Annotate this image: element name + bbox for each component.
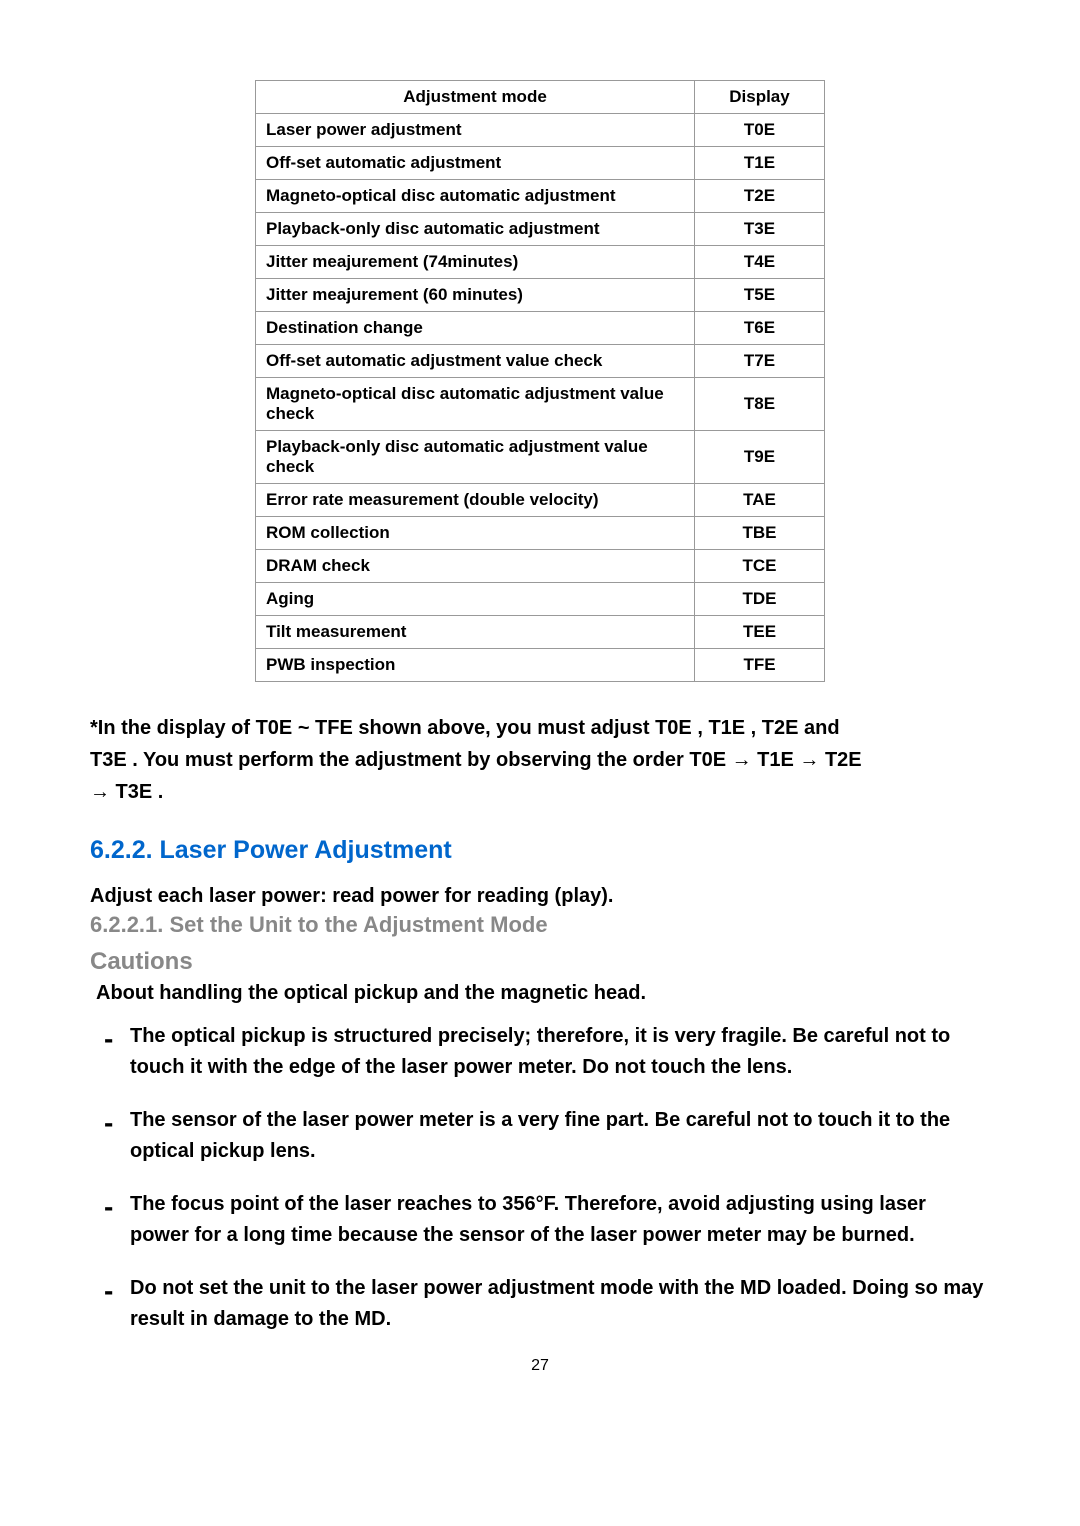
table-row: Off-set automatic adjustmentT1E [256,147,825,180]
mode-cell: Jitter meajurement (74minutes) [256,246,695,279]
display-cell: TAE [695,484,825,517]
display-cell: T7E [695,345,825,378]
mode-cell: DRAM check [256,550,695,583]
cautions-list: The optical pickup is structured precise… [90,1021,990,1335]
note-line2b: T1E [752,749,800,771]
table-row: Magneto-optical disc automatic adjustmen… [256,180,825,213]
table-row: ROM collectionTBE [256,517,825,550]
table-row: Off-set automatic adjustment value check… [256,345,825,378]
section-heading: 6.2.2. Laser Power Adjustment [90,836,990,865]
table-row: Destination changeT6E [256,312,825,345]
mode-cell: Laser power adjustment [256,114,695,147]
table-row: AgingTDE [256,583,825,616]
caution-item: The sensor of the laser power meter is a… [90,1105,990,1167]
display-cell: TDE [695,583,825,616]
display-cell: T8E [695,378,825,431]
cautions-heading: Cautions [90,948,990,976]
mode-cell: Magneto-optical disc automatic adjustmen… [256,180,695,213]
mode-cell: Error rate measurement (double velocity) [256,484,695,517]
mode-cell: Tilt measurement [256,616,695,649]
page-number: 27 [90,1357,990,1375]
header-display: Display [695,81,825,114]
display-cell: T2E [695,180,825,213]
table-row: Playback-only disc automatic adjustmentT… [256,213,825,246]
display-cell: T3E [695,213,825,246]
mode-cell: Aging [256,583,695,616]
display-cell: TCE [695,550,825,583]
display-cell: TFE [695,649,825,682]
caution-item: The focus point of the laser reaches to … [90,1189,990,1251]
mode-cell: PWB inspection [256,649,695,682]
adjustment-mode-table: Adjustment mode Display Laser power adju… [255,80,825,682]
table-row: PWB inspectionTFE [256,649,825,682]
note-line2c: T2E [819,749,861,771]
note-line1: *In the display of T0E ~ TFE shown above… [90,717,840,739]
header-mode: Adjustment mode [256,81,695,114]
display-cell: T0E [695,114,825,147]
display-cell: T1E [695,147,825,180]
table-row: Magneto-optical disc automatic adjustmen… [256,378,825,431]
table-row: Tilt measurementTEE [256,616,825,649]
table-row: Jitter meajurement (60 minutes)T5E [256,279,825,312]
arrow-1: → [732,749,752,771]
display-cell: T6E [695,312,825,345]
table-row: Laser power adjustmentT0E [256,114,825,147]
mode-cell: Off-set automatic adjustment [256,147,695,180]
mode-cell: Playback-only disc automatic adjustment [256,213,695,246]
table-row: Playback-only disc automatic adjustment … [256,431,825,484]
mode-cell: Off-set automatic adjustment value check [256,345,695,378]
arrow-2: → [799,749,819,771]
about-handling: About handling the optical pickup and th… [96,982,990,1005]
mode-cell: Magneto-optical disc automatic adjustmen… [256,378,695,431]
display-cell: TEE [695,616,825,649]
display-cell: T5E [695,279,825,312]
mode-cell: Jitter meajurement (60 minutes) [256,279,695,312]
mode-cell: ROM collection [256,517,695,550]
table-row: Jitter meajurement (74minutes)T4E [256,246,825,279]
note-line3b: T3E . [110,781,163,803]
display-cell: T4E [695,246,825,279]
arrow-3: → [90,781,110,803]
subsection-heading: 6.2.2.1. Set the Unit to the Adjustment … [90,912,990,938]
note-line2a: T3E . You must perform the adjustment by… [90,749,732,771]
mode-cell: Playback-only disc automatic adjustment … [256,431,695,484]
adjust-instruction: Adjust each laser power: read power for … [90,885,990,908]
caution-item: Do not set the unit to the laser power a… [90,1273,990,1335]
footnote: *In the display of T0E ~ TFE shown above… [90,712,990,808]
display-cell: TBE [695,517,825,550]
table-row: DRAM checkTCE [256,550,825,583]
mode-cell: Destination change [256,312,695,345]
display-cell: T9E [695,431,825,484]
table-row: Error rate measurement (double velocity)… [256,484,825,517]
caution-item: The optical pickup is structured precise… [90,1021,990,1083]
